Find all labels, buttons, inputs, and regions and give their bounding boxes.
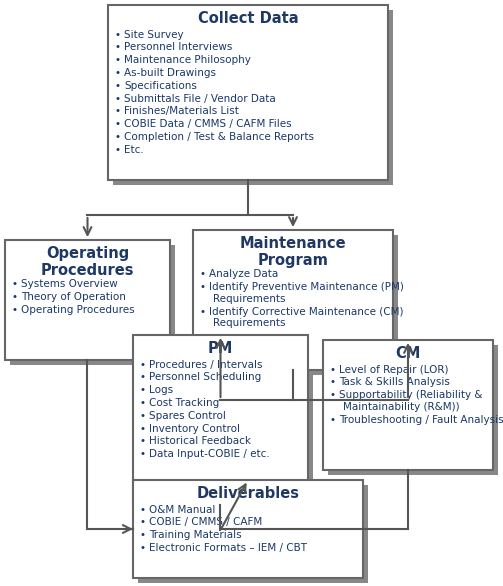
Text: •: • [140, 411, 146, 421]
Text: Requirements: Requirements [213, 294, 286, 304]
Text: •: • [140, 398, 146, 408]
Text: Submittals File / Vendor Data: Submittals File / Vendor Data [124, 94, 276, 104]
Text: Collect Data: Collect Data [198, 11, 298, 26]
Text: •: • [330, 390, 336, 400]
Text: •: • [140, 437, 146, 447]
Text: •: • [115, 107, 121, 117]
Text: •: • [115, 30, 121, 40]
Text: Inventory Control: Inventory Control [149, 424, 240, 434]
Text: •: • [200, 306, 206, 316]
Text: •: • [115, 132, 121, 142]
Text: Training Materials: Training Materials [149, 530, 241, 540]
Text: Supportability (Reliability &: Supportability (Reliability & [339, 390, 482, 400]
FancyBboxPatch shape [198, 235, 398, 375]
Text: •: • [140, 373, 146, 383]
Text: Identify Corrective Maintenance (CM): Identify Corrective Maintenance (CM) [209, 306, 403, 316]
Text: Maintainability (R&M)): Maintainability (R&M)) [343, 402, 460, 412]
Text: Cost Tracking: Cost Tracking [149, 398, 219, 408]
Text: As-built Drawings: As-built Drawings [124, 68, 216, 78]
Text: Specifications: Specifications [124, 81, 197, 91]
Text: Level of Repair (LOR): Level of Repair (LOR) [339, 364, 449, 374]
Text: Data Input-COBIE / etc.: Data Input-COBIE / etc. [149, 449, 270, 459]
Text: Personnel Scheduling: Personnel Scheduling [149, 373, 261, 383]
Text: CM: CM [395, 346, 421, 361]
Text: COBIE Data / CMMS / CAFM Files: COBIE Data / CMMS / CAFM Files [124, 119, 292, 129]
Text: Etc.: Etc. [124, 145, 144, 155]
FancyBboxPatch shape [193, 230, 393, 370]
Text: Finishes/Materials List: Finishes/Materials List [124, 107, 239, 117]
Text: Procedures / Intervals: Procedures / Intervals [149, 360, 263, 370]
Text: •: • [12, 292, 18, 302]
FancyBboxPatch shape [133, 335, 308, 505]
Text: •: • [140, 424, 146, 434]
Text: Deliverables: Deliverables [197, 486, 299, 501]
Text: •: • [200, 282, 206, 292]
Text: Troubleshooting / Fault Analysis: Troubleshooting / Fault Analysis [339, 415, 503, 425]
FancyBboxPatch shape [328, 345, 498, 475]
Text: •: • [115, 43, 121, 53]
Text: Analyze Data: Analyze Data [209, 270, 278, 280]
Text: Historical Feedback: Historical Feedback [149, 437, 251, 447]
Text: Logs: Logs [149, 385, 173, 396]
Text: •: • [115, 81, 121, 91]
Text: O&M Manual: O&M Manual [149, 505, 215, 515]
Text: •: • [330, 415, 336, 425]
Text: COBIE / CMMS / CAFM: COBIE / CMMS / CAFM [149, 517, 262, 527]
Text: •: • [12, 280, 18, 289]
Text: •: • [330, 377, 336, 387]
Text: Operating Procedures: Operating Procedures [21, 305, 135, 315]
FancyBboxPatch shape [10, 245, 175, 365]
Text: •: • [115, 145, 121, 155]
Text: •: • [140, 517, 146, 527]
Text: •: • [115, 119, 121, 129]
Text: Operating
Procedures: Operating Procedures [41, 246, 134, 278]
Text: •: • [200, 270, 206, 280]
Text: Task & Skills Analysis: Task & Skills Analysis [339, 377, 450, 387]
Text: •: • [330, 364, 336, 374]
Text: Maintenance Philosophy: Maintenance Philosophy [124, 55, 251, 65]
Text: PM: PM [208, 341, 233, 356]
FancyBboxPatch shape [113, 10, 393, 185]
FancyBboxPatch shape [133, 480, 363, 578]
Text: Requirements: Requirements [213, 318, 286, 328]
Text: Electronic Formats – IEM / CBT: Electronic Formats – IEM / CBT [149, 543, 307, 553]
Text: Personnel Interviews: Personnel Interviews [124, 43, 232, 53]
Text: •: • [115, 94, 121, 104]
Text: Completion / Test & Balance Reports: Completion / Test & Balance Reports [124, 132, 314, 142]
Text: •: • [140, 449, 146, 459]
Text: •: • [140, 505, 146, 515]
Text: •: • [140, 530, 146, 540]
Text: Theory of Operation: Theory of Operation [21, 292, 126, 302]
FancyBboxPatch shape [138, 340, 313, 510]
FancyBboxPatch shape [323, 340, 493, 470]
Text: •: • [115, 68, 121, 78]
Text: •: • [140, 385, 146, 396]
FancyBboxPatch shape [138, 485, 368, 583]
Text: •: • [115, 55, 121, 65]
Text: •: • [140, 360, 146, 370]
Text: Spares Control: Spares Control [149, 411, 226, 421]
Text: Systems Overview: Systems Overview [21, 280, 118, 289]
Text: Site Survey: Site Survey [124, 30, 184, 40]
Text: •: • [12, 305, 18, 315]
Text: •: • [140, 543, 146, 553]
Text: Maintenance
Program: Maintenance Program [240, 236, 346, 268]
FancyBboxPatch shape [5, 240, 170, 360]
Text: Identify Preventive Maintenance (PM): Identify Preventive Maintenance (PM) [209, 282, 404, 292]
FancyBboxPatch shape [108, 5, 388, 180]
